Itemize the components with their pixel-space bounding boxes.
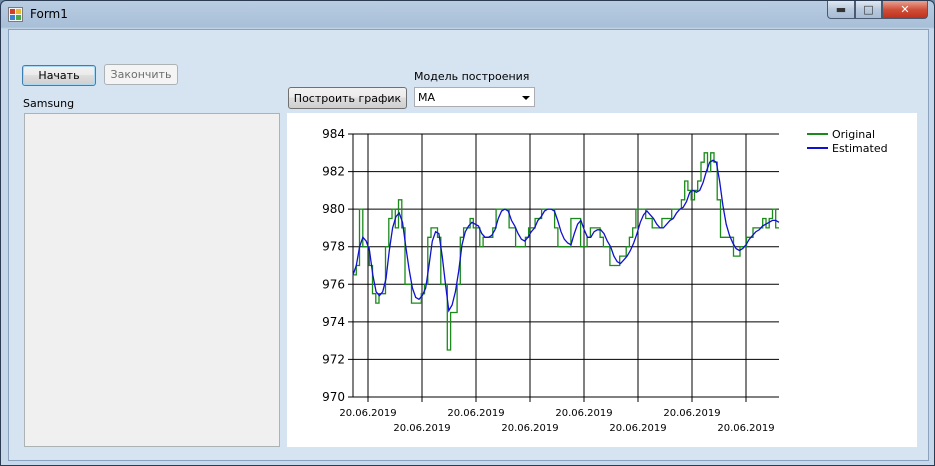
chart-area: 984 982 980 978 976 974 972 970 20.06.2019 20.06.… — [287, 113, 917, 447]
minimize-button[interactable]: ▬ — [827, 1, 855, 19]
x-tick-label: 20.06.2019 — [501, 423, 558, 434]
maximize-button[interactable]: □ — [855, 1, 882, 19]
close-icon: ✕ — [900, 3, 910, 16]
x-tick-label: 20.06.2019 — [609, 423, 666, 434]
y-tick-label: 972 — [322, 352, 345, 366]
series-line-estimated — [352, 159, 780, 313]
series-line-original — [353, 152, 779, 351]
x-tick-label: 20.06.2019 — [555, 408, 612, 419]
model-select-value: MA — [418, 91, 436, 104]
legend-label: Estimated — [832, 142, 888, 155]
y-tick-label: 980 — [322, 202, 345, 216]
chevron-down-icon[interactable] — [522, 96, 530, 100]
y-tick-label: 978 — [322, 240, 345, 254]
price-chart: 984 982 980 978 976 974 972 970 20.06.2019 20.06.… — [322, 127, 888, 434]
plot-button[interactable]: Построить график — [288, 87, 407, 109]
app-icon — [8, 7, 23, 22]
y-tick-label: 982 — [322, 165, 345, 179]
x-tick-label: 20.06.2019 — [393, 423, 450, 434]
start-button[interactable]: Начать — [22, 65, 96, 86]
form-client-area: Начать Закончить Samsung Модель построен… — [8, 29, 929, 461]
model-select[interactable]: MA — [414, 87, 535, 107]
y-tick-label: 976 — [322, 277, 345, 291]
minimize-icon: ▬ — [835, 3, 847, 16]
window-title: Form1 — [30, 7, 68, 21]
y-tick-label: 984 — [322, 127, 345, 141]
y-tick-label: 970 — [322, 390, 345, 404]
x-tick-label: 20.06.2019 — [339, 408, 396, 419]
y-tick-label: 974 — [322, 315, 345, 329]
x-tick-label: 20.06.2019 — [663, 408, 720, 419]
title-bar[interactable]: Form1 ▬ □ ✕ — [1, 1, 934, 29]
data-listbox[interactable] — [24, 113, 280, 447]
maximize-icon: □ — [863, 3, 874, 16]
x-tick-label: 20.06.2019 — [447, 408, 504, 419]
list-label: Samsung — [23, 97, 75, 110]
x-tick-label: 20.06.2019 — [717, 423, 774, 434]
legend-label: Original — [832, 128, 875, 141]
stop-button[interactable]: Закончить — [104, 64, 178, 85]
close-button[interactable]: ✕ — [882, 1, 928, 19]
model-label: Модель построения — [414, 70, 530, 83]
